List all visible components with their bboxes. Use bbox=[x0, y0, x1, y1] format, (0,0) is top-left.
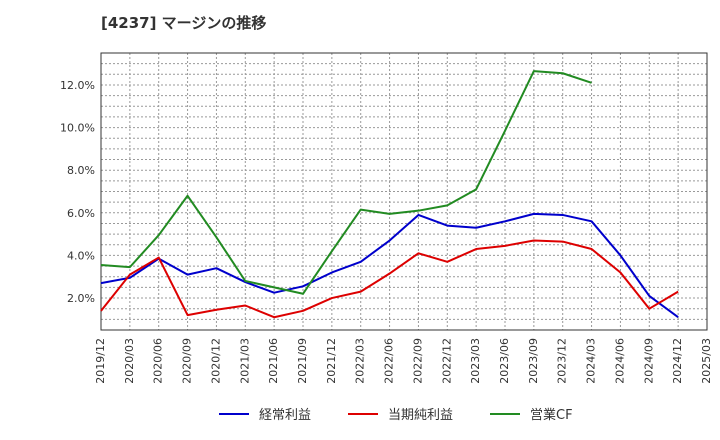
x-tick-label: 2021/03 bbox=[238, 338, 251, 384]
x-tick-label: 2024/03 bbox=[585, 338, 598, 384]
x-tick-label: 2023/03 bbox=[469, 338, 482, 384]
x-tick-label: 2023/09 bbox=[527, 338, 540, 384]
plot-frame bbox=[100, 52, 708, 331]
x-tick-label: 2023/06 bbox=[498, 338, 511, 384]
y-tick-label: 10.0% bbox=[60, 122, 95, 135]
x-tick-label: 2021/09 bbox=[296, 338, 309, 384]
x-tick-label: 2020/06 bbox=[152, 338, 165, 384]
x-tick-label: 2022/09 bbox=[411, 338, 424, 384]
x-tick-label: 2024/12 bbox=[671, 338, 684, 384]
y-tick-label: 4.0% bbox=[67, 249, 95, 262]
legend-label: 営業CF bbox=[530, 407, 573, 423]
x-tick-label: 2020/12 bbox=[209, 338, 222, 384]
series-line bbox=[100, 239, 679, 319]
legend-label: 当期純利益 bbox=[388, 408, 453, 423]
x-tick-label: 2020/03 bbox=[123, 338, 136, 384]
y-axis-ticks: 2.0% 4.0% 6.0% 8.0% 10.0% 12.0% bbox=[60, 79, 95, 305]
x-tick-label: 2023/12 bbox=[556, 338, 569, 384]
x-tick-label: 2024/09 bbox=[642, 338, 655, 384]
x-tick-label: 2024/06 bbox=[613, 338, 626, 384]
x-tick-label: 2022/03 bbox=[354, 338, 367, 384]
gridlines bbox=[100, 52, 708, 331]
series-line bbox=[100, 70, 592, 295]
x-tick-label: 2021/12 bbox=[325, 338, 338, 384]
x-tick-label: 2019/12 bbox=[94, 338, 107, 384]
chart-title: [4237] マージンの推移 bbox=[101, 14, 267, 32]
x-axis-ticks: 2019/12 2020/03 2020/06 2020/09 2020/12 2021/… bbox=[94, 338, 713, 384]
x-tick-label: 2022/06 bbox=[383, 338, 396, 384]
y-tick-label: 12.0% bbox=[60, 79, 95, 92]
y-tick-label: 2.0% bbox=[67, 292, 95, 305]
legend: 経常利益 当期純利益 営業CF bbox=[219, 407, 573, 423]
series-lines bbox=[100, 70, 679, 319]
series-line bbox=[100, 212, 679, 319]
x-tick-label: 2020/09 bbox=[181, 338, 194, 384]
x-tick-label: 2025/03 bbox=[700, 338, 713, 384]
y-tick-label: 6.0% bbox=[67, 207, 95, 220]
x-tick-label: 2022/12 bbox=[440, 338, 453, 384]
y-tick-label: 8.0% bbox=[67, 164, 95, 177]
x-tick-label: 2021/06 bbox=[267, 338, 280, 384]
legend-label: 経常利益 bbox=[259, 408, 311, 423]
